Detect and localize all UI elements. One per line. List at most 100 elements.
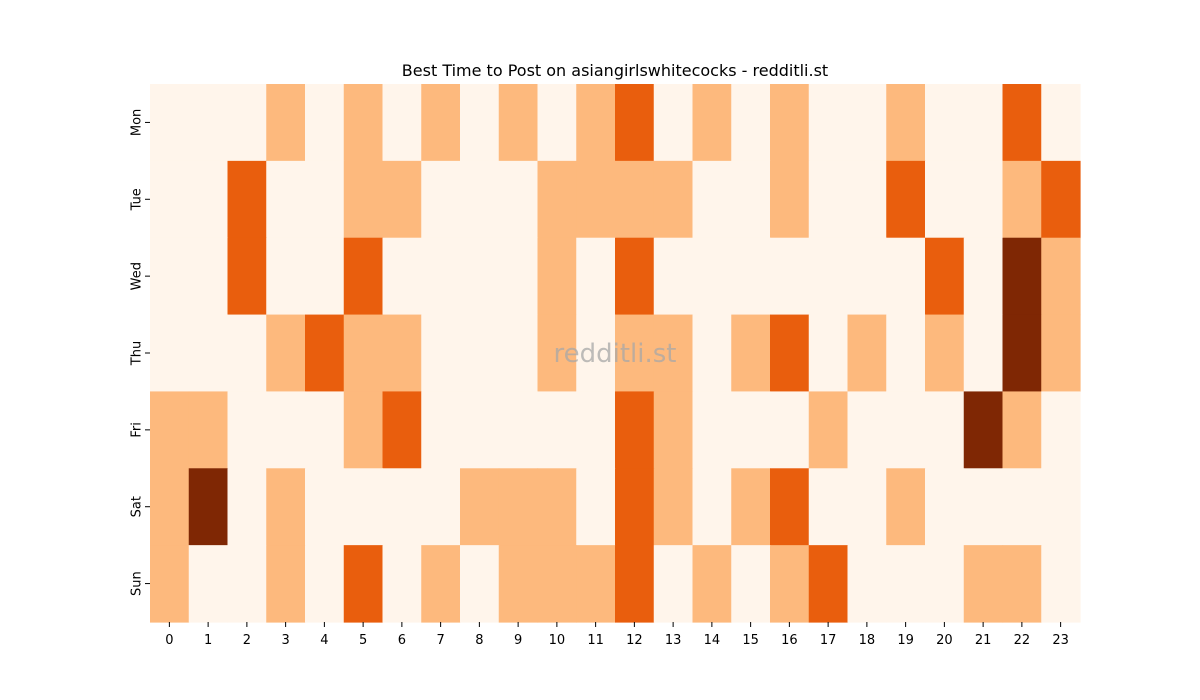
heatmap-cell-sat-5 bbox=[343, 468, 384, 546]
heatmap-cell-thu-13 bbox=[653, 314, 694, 393]
x-tick-label: 0 bbox=[165, 633, 173, 648]
x-tick-label: 5 bbox=[359, 633, 367, 648]
heatmap-cell-tue-22 bbox=[1002, 160, 1042, 239]
heatmap-cell-sat-1 bbox=[188, 468, 229, 546]
heatmap-cell-sat-6 bbox=[382, 468, 422, 546]
heatmap-cell-thu-19 bbox=[886, 314, 926, 393]
heatmap-cell-fri-20 bbox=[925, 391, 965, 469]
heatmap-cell-tue-16 bbox=[770, 160, 810, 239]
heatmap-cell-thu-6 bbox=[382, 314, 422, 393]
heatmap-cell-tue-1 bbox=[188, 160, 229, 239]
heatmap-cell-sat-8 bbox=[460, 468, 500, 546]
heatmap-cell-fri-15 bbox=[731, 391, 771, 469]
heatmap-cell-sun-21 bbox=[963, 545, 1004, 623]
heatmap-cell-sun-8 bbox=[460, 545, 500, 623]
heatmap-cell-wed-9 bbox=[498, 237, 539, 316]
heatmap-cell-sun-22 bbox=[1002, 545, 1042, 623]
heatmap-cell-wed-23 bbox=[1041, 237, 1081, 316]
x-tick-label: 6 bbox=[398, 633, 406, 648]
heatmap-cell-fri-11 bbox=[576, 391, 616, 469]
heatmap-cell-fri-12 bbox=[615, 391, 655, 469]
heatmap-cell-sun-18 bbox=[847, 545, 887, 623]
x-tick-label: 15 bbox=[742, 633, 759, 648]
heatmap-cell-sat-10 bbox=[537, 468, 577, 546]
heatmap-cell-sun-10 bbox=[537, 545, 577, 623]
heatmap-cell-sat-14 bbox=[692, 468, 732, 546]
heatmap-cell-thu-18 bbox=[847, 314, 887, 393]
heatmap-cell-mon-19 bbox=[886, 84, 926, 162]
heatmap-cell-sun-7 bbox=[421, 545, 461, 623]
heatmap-cell-tue-5 bbox=[343, 160, 384, 239]
heatmap-cell-thu-15 bbox=[731, 314, 771, 393]
heatmap-cell-mon-17 bbox=[808, 84, 849, 162]
heatmap-cell-wed-20 bbox=[925, 237, 965, 316]
heatmap-cell-thu-1 bbox=[188, 314, 229, 393]
heatmap-cell-thu-3 bbox=[266, 314, 306, 393]
x-tick-label: 10 bbox=[549, 633, 566, 648]
heatmap-cell-mon-15 bbox=[731, 84, 771, 162]
y-tick-label: Sat bbox=[130, 496, 145, 517]
heatmap-cell-sun-23 bbox=[1041, 545, 1081, 623]
heatmap-cell-wed-8 bbox=[460, 237, 500, 316]
heatmap-cell-thu-11 bbox=[576, 314, 616, 393]
y-axis-ticks: Mon Tue Wed Thu Fri Sat Sun bbox=[130, 109, 150, 596]
x-tick-label: 1 bbox=[204, 633, 212, 648]
heatmap-cell-fri-3 bbox=[266, 391, 306, 469]
heatmap-cell-thu-12 bbox=[615, 314, 655, 393]
heatmap-cell-mon-8 bbox=[460, 84, 500, 162]
heatmap-cell-sat-16 bbox=[770, 468, 810, 546]
heatmap-cell-thu-9 bbox=[498, 314, 539, 393]
heatmap-cell-wed-19 bbox=[886, 237, 926, 316]
heatmap-cell-tue-2 bbox=[227, 160, 267, 239]
heatmap-cell-sun-13 bbox=[653, 545, 694, 623]
heatmap-cell-sat-4 bbox=[305, 468, 345, 546]
y-tick-label: Sun bbox=[130, 571, 145, 596]
y-tick-label: Fri bbox=[130, 422, 145, 438]
x-tick-label: 4 bbox=[320, 633, 328, 648]
heatmap-cell-thu-5 bbox=[343, 314, 384, 393]
heatmap-cell-sat-21 bbox=[963, 468, 1004, 546]
x-tick-label: 7 bbox=[436, 633, 444, 648]
x-tick-label: 11 bbox=[587, 633, 604, 648]
heatmap-cell-tue-14 bbox=[692, 160, 732, 239]
heatmap-cell-sun-14 bbox=[692, 545, 732, 623]
heatmap-cell-sun-19 bbox=[886, 545, 926, 623]
x-tick-label: 8 bbox=[475, 633, 483, 648]
heatmap-cell-sat-17 bbox=[808, 468, 849, 546]
heatmap-cell-sun-12 bbox=[615, 545, 655, 623]
heatmap-cell-thu-2 bbox=[227, 314, 267, 393]
heatmap-cell-tue-3 bbox=[266, 160, 306, 239]
y-tick-label: Tue bbox=[130, 188, 145, 211]
heatmap-cell-sun-1 bbox=[188, 545, 229, 623]
heatmap-cell-sun-17 bbox=[808, 545, 849, 623]
x-axis-ticks: 0 1 2 3 4 5 6 7 8 9 10 11 12 13 14 15 16 17 18 19 20 21 22 23 bbox=[165, 622, 1069, 648]
heatmap-cell-thu-16 bbox=[770, 314, 810, 393]
heatmap-cell-mon-5 bbox=[343, 84, 384, 162]
heatmap-cell-mon-16 bbox=[770, 84, 810, 162]
heatmap-cell-fri-21 bbox=[963, 391, 1004, 469]
heatmap-cell-sat-23 bbox=[1041, 468, 1081, 546]
heatmap-cell-sun-15 bbox=[731, 545, 771, 623]
heatmap-cell-sun-2 bbox=[227, 545, 267, 623]
x-tick-label: 14 bbox=[704, 633, 721, 648]
watermark: redditli.st bbox=[554, 339, 677, 369]
x-tick-label: 22 bbox=[1014, 633, 1031, 648]
heatmap-cell-tue-15 bbox=[731, 160, 771, 239]
x-tick-label: 21 bbox=[975, 633, 992, 648]
heatmap-cell-sat-19 bbox=[886, 468, 926, 546]
heatmap-cell-fri-22 bbox=[1002, 391, 1042, 469]
heatmap-cell-wed-12 bbox=[615, 237, 655, 316]
heatmap-cell-mon-23 bbox=[1041, 84, 1081, 162]
heatmap-cell-fri-9 bbox=[498, 391, 539, 469]
x-tick-label: 9 bbox=[514, 633, 522, 648]
heatmap-cells bbox=[150, 84, 1081, 623]
heatmap-cell-mon-3 bbox=[266, 84, 306, 162]
heatmap-cell-sun-11 bbox=[576, 545, 616, 623]
x-tick-label: 19 bbox=[897, 633, 914, 648]
heatmap-cell-sun-9 bbox=[498, 545, 539, 623]
heatmap-cell-wed-18 bbox=[847, 237, 887, 316]
heatmap-cell-tue-8 bbox=[460, 160, 500, 239]
y-tick-label: Mon bbox=[130, 109, 145, 136]
heatmap-cell-fri-16 bbox=[770, 391, 810, 469]
heatmap-cell-thu-10 bbox=[537, 314, 577, 393]
